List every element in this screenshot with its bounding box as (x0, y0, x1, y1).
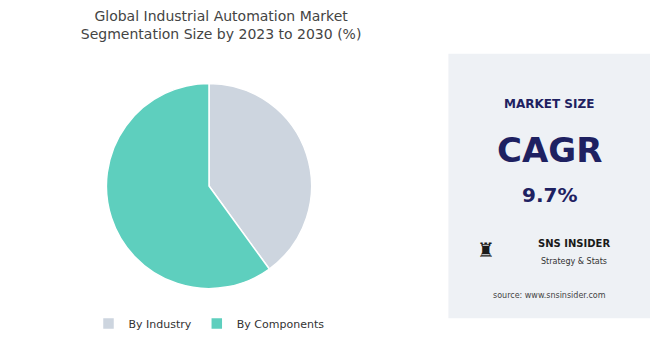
svg-text:CAGR: CAGR (497, 130, 602, 170)
svg-text:source: www.snsinsider.com: source: www.snsinsider.com (493, 291, 606, 300)
svg-text:♜: ♜ (477, 238, 495, 262)
svg-text:MARKET SIZE: MARKET SIZE (504, 97, 594, 111)
svg-text:SNS INSIDER: SNS INSIDER (538, 238, 610, 249)
svg-text:Global Industrial Automation M: Global Industrial Automation MarketSegme… (81, 8, 362, 42)
svg-text:Strategy & Stats: Strategy & Stats (541, 257, 607, 266)
svg-text:By Components: By Components (237, 318, 324, 331)
svg-text:By Industry: By Industry (129, 318, 192, 331)
svg-text:9.7%: 9.7% (522, 183, 577, 207)
